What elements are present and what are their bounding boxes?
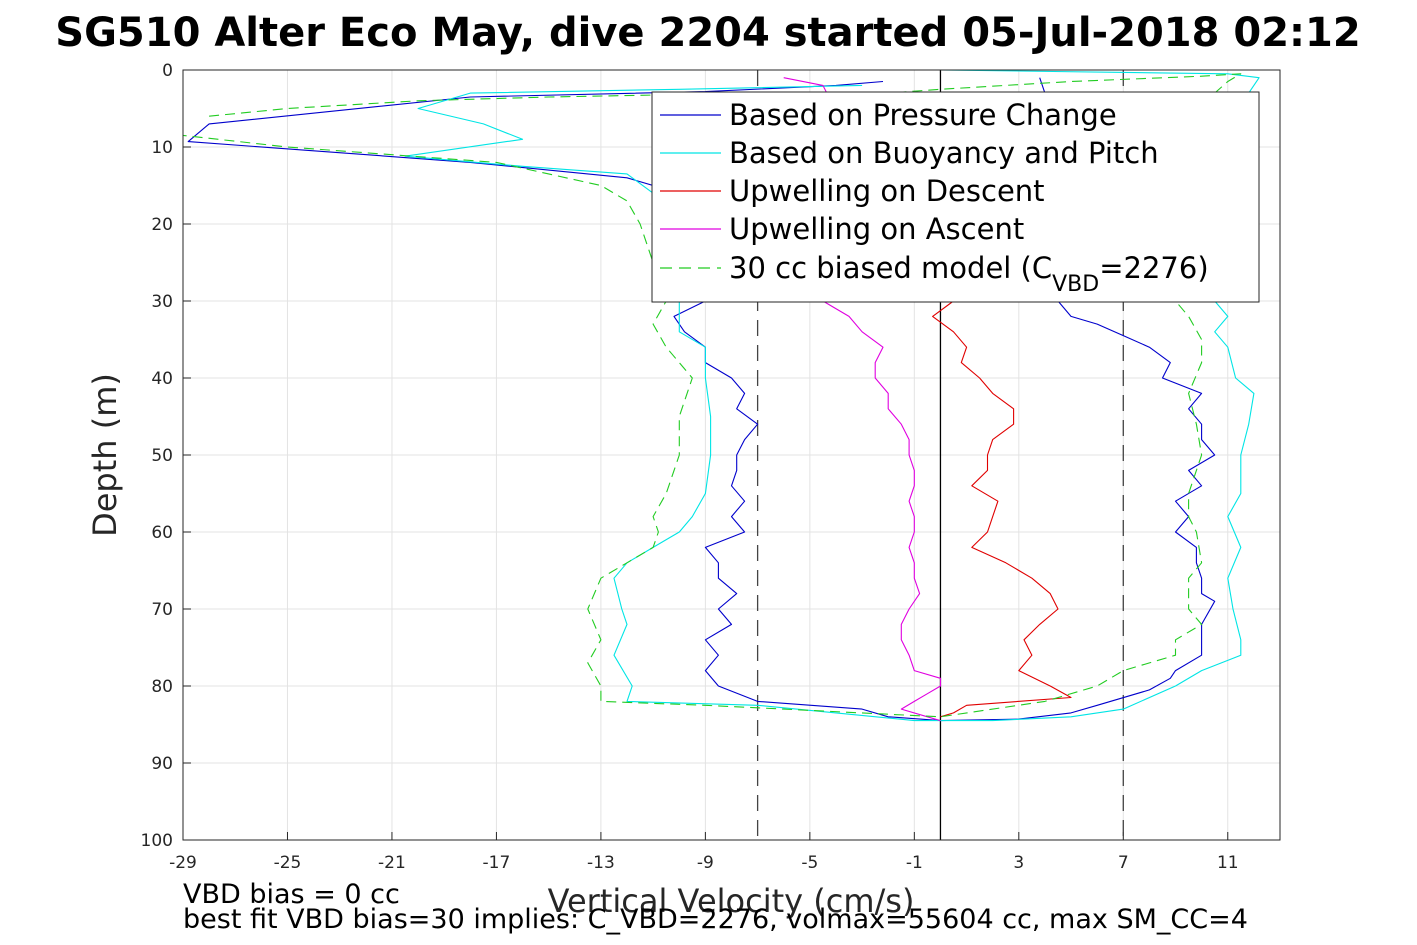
y-tick-label: 60	[151, 523, 173, 543]
legend-label-model-sub: VBD	[1052, 272, 1099, 297]
x-tick-label: -9	[697, 853, 714, 873]
y-axis-label: Depth (m)	[86, 373, 124, 537]
y-tick-label: 100	[141, 831, 173, 851]
y-tick-label: 10	[151, 138, 173, 158]
y-tick-label: 30	[151, 292, 173, 312]
legend-label-model-post: =2276)	[1099, 251, 1208, 285]
x-tick-label: -29	[169, 853, 197, 873]
annotation-vbd-bias: VBD bias = 0 cc	[183, 879, 400, 910]
x-tick-label: -13	[587, 853, 615, 873]
x-tick-label: -25	[274, 853, 302, 873]
y-tick-label: 90	[151, 754, 173, 774]
series-line-based-on-pressure-change	[187, 77, 1216, 722]
legend-label-ascent: Upwelling on Ascent	[729, 212, 1024, 246]
plot-frame	[182, 69, 1281, 841]
x-tick-label: 7	[1118, 853, 1129, 873]
x-tick-label: 3	[1013, 853, 1024, 873]
legend-label-pressure: Based on Pressure Change	[729, 98, 1117, 132]
y-tick-label: 50	[151, 446, 173, 466]
y-tick-label: 40	[151, 369, 173, 389]
x-tick-label: -21	[378, 853, 406, 873]
y-tick-label: 20	[151, 215, 173, 235]
x-axis-label: Vertical Velocity (cm/s)	[548, 882, 915, 920]
x-tick-labels: -29 -25 -21 -17 -13 -9 -5 -1 3 7 11	[169, 853, 1238, 873]
x-tick-label: -5	[801, 853, 818, 873]
legend-label-buoyancy: Based on Buoyancy and Pitch	[729, 136, 1159, 170]
legend: Based on Pressure Change Based on Buoyan…	[651, 91, 1260, 303]
series-line-30-cc-biased-model-cvbd-2276	[183, 73, 1242, 718]
y-tick-label: 80	[151, 677, 173, 697]
legend-box	[651, 91, 1260, 303]
x-tick-label: 11	[1217, 853, 1239, 873]
y-tick-labels: 0 10 20 30 40 50 60 70 80 90 100	[141, 61, 173, 851]
legend-label-descent: Upwelling on Descent	[729, 174, 1045, 208]
x-tick-label: -1	[906, 853, 923, 873]
y-tick-label: 0	[162, 61, 173, 81]
y-tick-label: 70	[151, 600, 173, 620]
x-tick-label: -17	[483, 853, 511, 873]
annotation-best-fit: best fit VBD bias=30 implies: C_VBD=2276…	[183, 904, 1248, 935]
legend-label-model: 30 cc biased model (CVBD=2276)	[729, 251, 1209, 297]
chart-title: SG510 Alter Eco May, dive 2204 started 0…	[55, 10, 1360, 56]
legend-label-model-main: 30 cc biased model (C	[729, 251, 1052, 285]
